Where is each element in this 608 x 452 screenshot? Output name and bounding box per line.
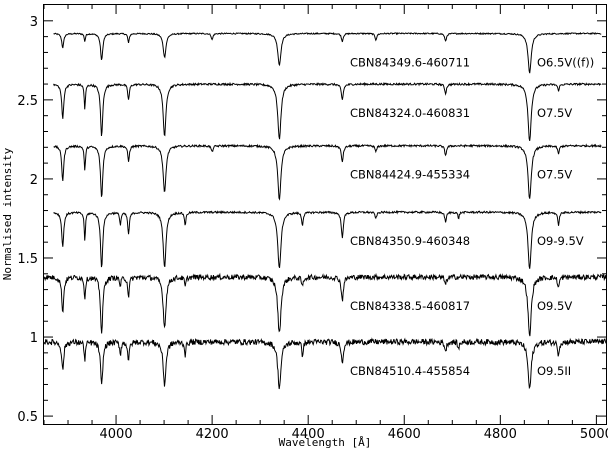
x-tick-label: 4000 — [100, 427, 133, 442]
spectrum-line-3 — [53, 143, 602, 201]
star-id-label: CBN84338.5-460817 — [350, 299, 470, 313]
spectrum-line-6 — [43, 337, 607, 390]
y-tick-label: 0.5 — [17, 410, 38, 425]
spectral-type-label: O6.5V((f)) — [537, 55, 594, 69]
spectrum-line-1 — [53, 31, 602, 74]
spectral-type-label: O9.5II — [537, 364, 571, 378]
spectrum-line-2 — [53, 81, 602, 141]
spectrum-line-4 — [53, 209, 602, 269]
star-id-label: CBN84350.9-460348 — [350, 234, 470, 248]
x-axis-label: Wavelength [Å] — [279, 436, 372, 449]
spectral-type-label: O7.5V — [537, 168, 572, 182]
spectrum-line-5 — [43, 272, 607, 337]
y-tick-label: 2 — [30, 173, 38, 188]
spectral-type-label: O7.5V — [537, 106, 572, 120]
spectra-series-group — [43, 31, 607, 390]
star-id-label: CBN84510.4-455854 — [350, 364, 470, 378]
x-tick-label: 4400 — [292, 427, 325, 442]
x-tick-label: 4600 — [388, 427, 421, 442]
star-id-label: CBN84349.6-460711 — [350, 55, 470, 69]
plot-frame — [43, 4, 607, 425]
y-tick-label: 1 — [30, 331, 38, 346]
star-id-label: CBN84324.0-460831 — [350, 106, 470, 120]
spectra-labels-group: CBN84349.6-460711 O6.5V((f)) CBN84324.0-46… — [350, 55, 594, 377]
y-axis-label: Normalised intensity — [1, 147, 14, 280]
y-tick-label: 2.5 — [17, 94, 38, 109]
y-tick-label: 3 — [30, 15, 38, 30]
x-tick-label: 4200 — [196, 427, 229, 442]
x-tick-label: 4800 — [484, 427, 517, 442]
spectral-type-label: O9-9.5V — [537, 234, 584, 248]
spectral-type-label: O9.5V — [537, 299, 572, 313]
star-id-label: CBN84424.9-455334 — [350, 168, 470, 182]
y-tick-label: 1.5 — [17, 252, 38, 267]
